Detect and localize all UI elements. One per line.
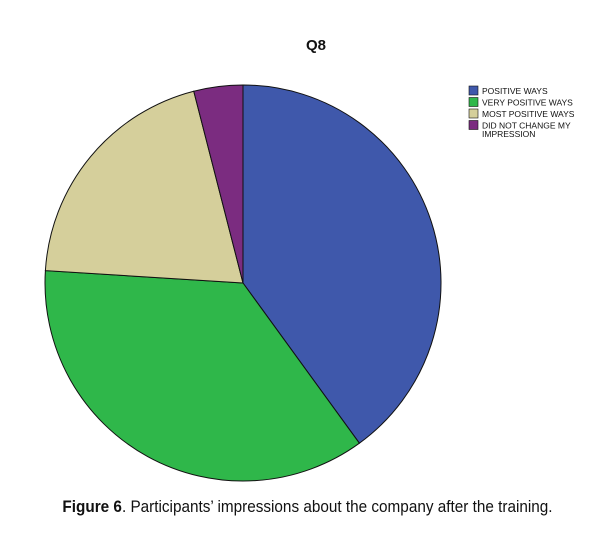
- legend-swatch: [468, 120, 479, 130]
- pie-slice-did-not-change-my-impression: [193, 84, 244, 284]
- caption-label: Figure 6: [62, 497, 122, 516]
- chart-title: Q8: [306, 37, 326, 54]
- legend-label: VERY POSITIVE WAYS: [482, 98, 573, 108]
- legend-label: IMPRESSION: [482, 129, 535, 139]
- legend-swatch: [468, 97, 479, 107]
- pie-slice-very-positive-ways: [44, 270, 361, 482]
- figure-caption: Figure 6. Participants’ impressions abou…: [31, 497, 585, 517]
- legend-label: MOST POSITIVE WAYS: [482, 109, 575, 119]
- legend-swatch: [468, 108, 479, 119]
- legend-swatch: [468, 85, 479, 96]
- pie-slice-positive-ways: [242, 84, 442, 444]
- pie-slice-most-positive-ways: [44, 90, 244, 284]
- legend-label: POSITIVE WAYS: [482, 86, 548, 96]
- legend-label: DID NOT CHANGE MY: [482, 121, 571, 131]
- pie-slices: [44, 84, 442, 482]
- caption-text: . Participants’ impressions about the co…: [121, 497, 553, 516]
